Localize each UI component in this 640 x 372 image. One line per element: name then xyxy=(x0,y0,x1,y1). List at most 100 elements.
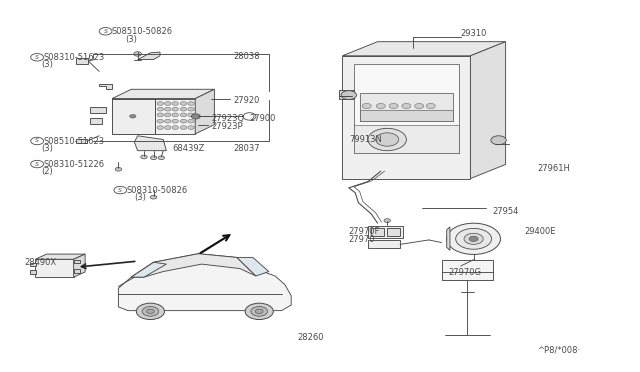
Bar xyxy=(360,93,453,121)
Text: S: S xyxy=(35,55,39,60)
Bar xyxy=(354,64,459,153)
Polygon shape xyxy=(99,84,112,89)
Text: 27970G: 27970G xyxy=(448,268,481,277)
Polygon shape xyxy=(470,42,506,179)
Text: 27900: 27900 xyxy=(250,114,276,123)
Text: (3): (3) xyxy=(42,60,54,69)
Circle shape xyxy=(147,309,154,314)
Circle shape xyxy=(142,307,159,316)
Polygon shape xyxy=(112,99,195,134)
Circle shape xyxy=(164,113,171,117)
Circle shape xyxy=(172,102,179,105)
Text: 29310: 29310 xyxy=(461,29,487,38)
Circle shape xyxy=(164,102,171,105)
Circle shape xyxy=(141,155,147,159)
Circle shape xyxy=(341,91,356,100)
Bar xyxy=(90,107,106,113)
Circle shape xyxy=(456,228,492,249)
Bar xyxy=(90,118,102,124)
Text: S: S xyxy=(35,161,39,167)
Circle shape xyxy=(180,126,187,129)
Text: (3): (3) xyxy=(134,193,147,202)
Circle shape xyxy=(172,119,179,123)
Circle shape xyxy=(415,103,424,109)
Text: ^P8/*008·: ^P8/*008· xyxy=(538,345,580,354)
Circle shape xyxy=(251,307,268,316)
Text: 27954: 27954 xyxy=(493,207,519,216)
Bar xyxy=(368,240,400,248)
Polygon shape xyxy=(112,89,214,99)
Bar xyxy=(74,269,80,273)
Circle shape xyxy=(136,303,164,320)
Circle shape xyxy=(157,107,163,111)
Circle shape xyxy=(172,126,179,129)
Text: S: S xyxy=(118,187,122,193)
Circle shape xyxy=(180,102,187,105)
Circle shape xyxy=(368,128,406,151)
Circle shape xyxy=(157,102,163,105)
Circle shape xyxy=(464,233,483,244)
Polygon shape xyxy=(342,42,506,56)
Circle shape xyxy=(245,303,273,320)
Circle shape xyxy=(134,52,141,56)
Text: S08510-50826: S08510-50826 xyxy=(112,27,173,36)
Polygon shape xyxy=(74,254,85,277)
Circle shape xyxy=(164,119,171,123)
Text: 28260: 28260 xyxy=(298,333,324,342)
Text: S08310-50826: S08310-50826 xyxy=(127,186,188,195)
Circle shape xyxy=(402,103,411,109)
Text: 28490X: 28490X xyxy=(24,258,56,267)
Bar xyxy=(76,58,88,64)
Bar xyxy=(360,110,453,121)
Circle shape xyxy=(384,219,390,222)
Polygon shape xyxy=(131,254,256,277)
Text: 27970: 27970 xyxy=(349,235,375,244)
Polygon shape xyxy=(35,254,85,259)
Text: 27961H: 27961H xyxy=(538,164,570,173)
Bar xyxy=(368,226,403,238)
Circle shape xyxy=(158,156,164,160)
Circle shape xyxy=(164,126,171,129)
Circle shape xyxy=(188,119,195,123)
Text: S: S xyxy=(35,138,39,144)
Polygon shape xyxy=(35,259,74,277)
Circle shape xyxy=(172,107,179,111)
Circle shape xyxy=(157,119,163,123)
Text: S08310-51623: S08310-51623 xyxy=(44,53,105,62)
Bar xyxy=(387,228,400,236)
Circle shape xyxy=(469,236,478,241)
Polygon shape xyxy=(339,90,354,99)
Circle shape xyxy=(362,103,371,109)
Bar xyxy=(30,270,36,273)
Circle shape xyxy=(129,114,136,118)
Circle shape xyxy=(188,126,195,129)
Polygon shape xyxy=(134,136,166,151)
Bar xyxy=(354,125,459,153)
Circle shape xyxy=(447,223,500,254)
Circle shape xyxy=(157,113,163,117)
Bar xyxy=(371,228,384,236)
Circle shape xyxy=(180,113,187,117)
Circle shape xyxy=(491,136,506,145)
Circle shape xyxy=(150,195,157,199)
Bar xyxy=(76,139,87,143)
Circle shape xyxy=(376,103,385,109)
Circle shape xyxy=(188,107,195,111)
Circle shape xyxy=(188,113,195,117)
Text: 27923Q: 27923Q xyxy=(211,114,244,123)
Polygon shape xyxy=(447,227,450,250)
Text: S08510-51623: S08510-51623 xyxy=(44,137,105,146)
Circle shape xyxy=(426,103,435,109)
Text: (3): (3) xyxy=(42,144,54,153)
Text: (3): (3) xyxy=(125,35,137,44)
Circle shape xyxy=(150,156,157,160)
Text: 79913N: 79913N xyxy=(349,135,381,144)
Bar xyxy=(30,263,36,266)
Circle shape xyxy=(389,103,398,109)
Circle shape xyxy=(188,102,195,105)
Circle shape xyxy=(255,309,263,314)
Circle shape xyxy=(191,114,200,119)
Polygon shape xyxy=(112,99,156,134)
Polygon shape xyxy=(195,89,214,134)
Text: (2): (2) xyxy=(42,167,53,176)
